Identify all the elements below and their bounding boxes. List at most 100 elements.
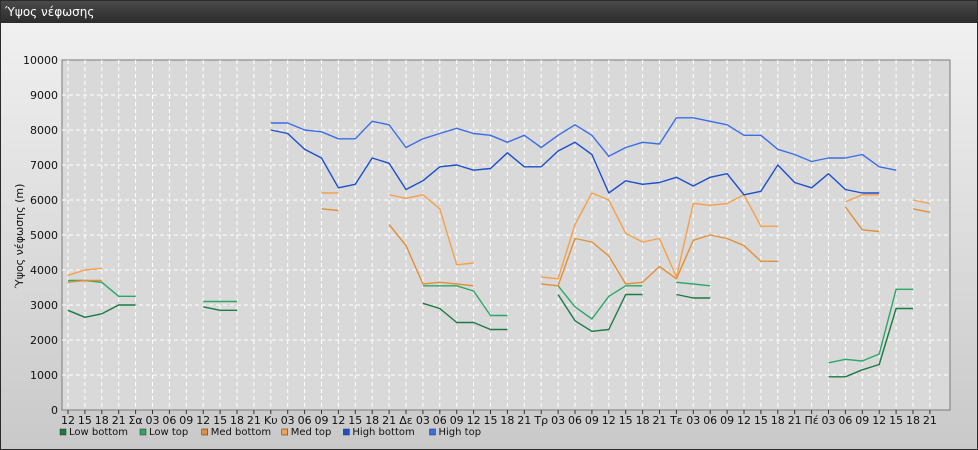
x-tick-label: 12 [602, 414, 616, 427]
x-tick-label: 21 [112, 414, 126, 427]
x-tick-label: 21 [517, 414, 531, 427]
series-line-segment [541, 234, 778, 287]
series-line-segment [388, 194, 474, 266]
legend-item[interactable]: Low bottom [59, 427, 128, 438]
series-line-segment [270, 129, 880, 196]
legend-item[interactable]: Med top [281, 427, 332, 438]
x-tick-label: 18 [230, 414, 244, 427]
x-tick-label: Τε [669, 414, 683, 427]
series-line-segment [321, 208, 339, 212]
legend-item[interactable]: Low top [139, 427, 188, 438]
x-tick-label: Σα [128, 414, 142, 427]
series-line-segment [67, 267, 102, 276]
legend-item[interactable]: High top [429, 427, 482, 438]
y-tick-label: 6000 [30, 194, 58, 207]
x-tick-label: 09 [585, 414, 599, 427]
y-tick-label: 2000 [30, 334, 58, 347]
series-line-segment [557, 293, 643, 332]
legend-swatch [59, 428, 67, 436]
series-line-segment [912, 208, 931, 213]
y-tick-label: 8000 [30, 124, 58, 137]
y-tick-label: 10000 [23, 54, 58, 67]
legend[interactable]: Low bottom Low top Med bottom Med top High b… [59, 427, 482, 438]
x-tick-label: 12 [737, 414, 751, 427]
x-tick-label: 03 [551, 414, 565, 427]
y-tick-label: 0 [51, 404, 58, 417]
x-tick-label: 03 [416, 414, 430, 427]
grid [62, 60, 950, 410]
x-tick-label: 06 [703, 414, 717, 427]
series-high-top [270, 117, 897, 171]
series-line-segment [422, 285, 508, 317]
x-tick-label: 12 [61, 414, 75, 427]
legend-label: High top [439, 427, 482, 438]
legend-swatch [201, 428, 208, 436]
series-line-segment [828, 307, 913, 378]
x-tick-label: 18 [771, 414, 785, 427]
series-lines [67, 117, 931, 378]
y-tick-label: 9000 [30, 89, 58, 102]
y-tick-label: 4000 [30, 264, 58, 277]
series-line-segment [828, 288, 913, 364]
series-line-segment [270, 117, 897, 171]
x-tick-label: 18 [636, 414, 650, 427]
x-tick-label: 09 [720, 414, 734, 427]
legend-swatch [139, 428, 147, 436]
x-tick-label: 18 [365, 414, 379, 427]
x-tick-label: 15 [889, 414, 903, 427]
x-tick-label: Κυ [264, 414, 278, 427]
series-line-segment [67, 304, 136, 318]
x-tick-label: 15 [619, 414, 633, 427]
series-line-segment [422, 302, 508, 331]
series-line-segment [557, 285, 643, 320]
x-tick-label: 21 [382, 414, 396, 427]
series-line-segment [388, 224, 474, 287]
x-tick-label: 21 [247, 414, 261, 427]
x-tick-label: 06 [433, 414, 447, 427]
y-axis-label: Ύψος νέφωσης (m) [13, 184, 26, 290]
x-tick-label: 06 [162, 414, 176, 427]
legend-label: Low bottom [69, 427, 128, 438]
legend-label: Med top [291, 427, 332, 438]
x-tick-label: 03 [146, 414, 160, 427]
legend-swatch [343, 428, 350, 436]
series-med-bottom [67, 206, 931, 287]
legend-swatch [281, 428, 288, 436]
x-tick-label: 03 [281, 414, 295, 427]
x-tick-label: 03 [686, 414, 700, 427]
series-line-segment [676, 281, 711, 287]
series-line-segment [912, 199, 931, 205]
x-tick-label: Δε [399, 414, 413, 427]
x-tick-label: 03 [822, 414, 836, 427]
y-tick-label: 7000 [30, 159, 58, 172]
x-tick-label: 18 [906, 414, 920, 427]
x-tick-label: 18 [95, 414, 109, 427]
series-line-segment [845, 194, 880, 203]
series-high-bottom [270, 129, 880, 196]
series-line-segment [67, 279, 102, 283]
x-tick-label: 21 [923, 414, 937, 427]
legend-label: Low top [149, 427, 188, 438]
x-tick-label: 06 [568, 414, 582, 427]
x-tick-label: 09 [450, 414, 464, 427]
x-tick-label: 12 [872, 414, 886, 427]
axes: 0 1000 2000 3000 4000 5000 6000 7000 8000 9000 100… [23, 54, 937, 427]
window-title: Ύψος νέφωσης [1, 1, 977, 23]
x-tick-label: 06 [298, 414, 312, 427]
x-tick-label: 09 [179, 414, 193, 427]
legend-item[interactable]: Med bottom [201, 427, 271, 438]
x-tick-label: 18 [500, 414, 514, 427]
x-tick-label: Πέ [804, 414, 818, 427]
y-tick-label: 3000 [30, 299, 58, 312]
x-tick-label: 06 [838, 414, 852, 427]
legend-item[interactable]: High bottom [343, 427, 415, 438]
series-med-top [67, 192, 931, 280]
legend-label: Med bottom [211, 427, 271, 438]
x-tick-label: 15 [348, 414, 362, 427]
x-tick-label: 12 [331, 414, 345, 427]
series-line-segment [676, 293, 711, 299]
x-tick-label: 21 [788, 414, 802, 427]
series-line-segment [203, 306, 237, 311]
y-tick-label: 5000 [30, 229, 58, 242]
